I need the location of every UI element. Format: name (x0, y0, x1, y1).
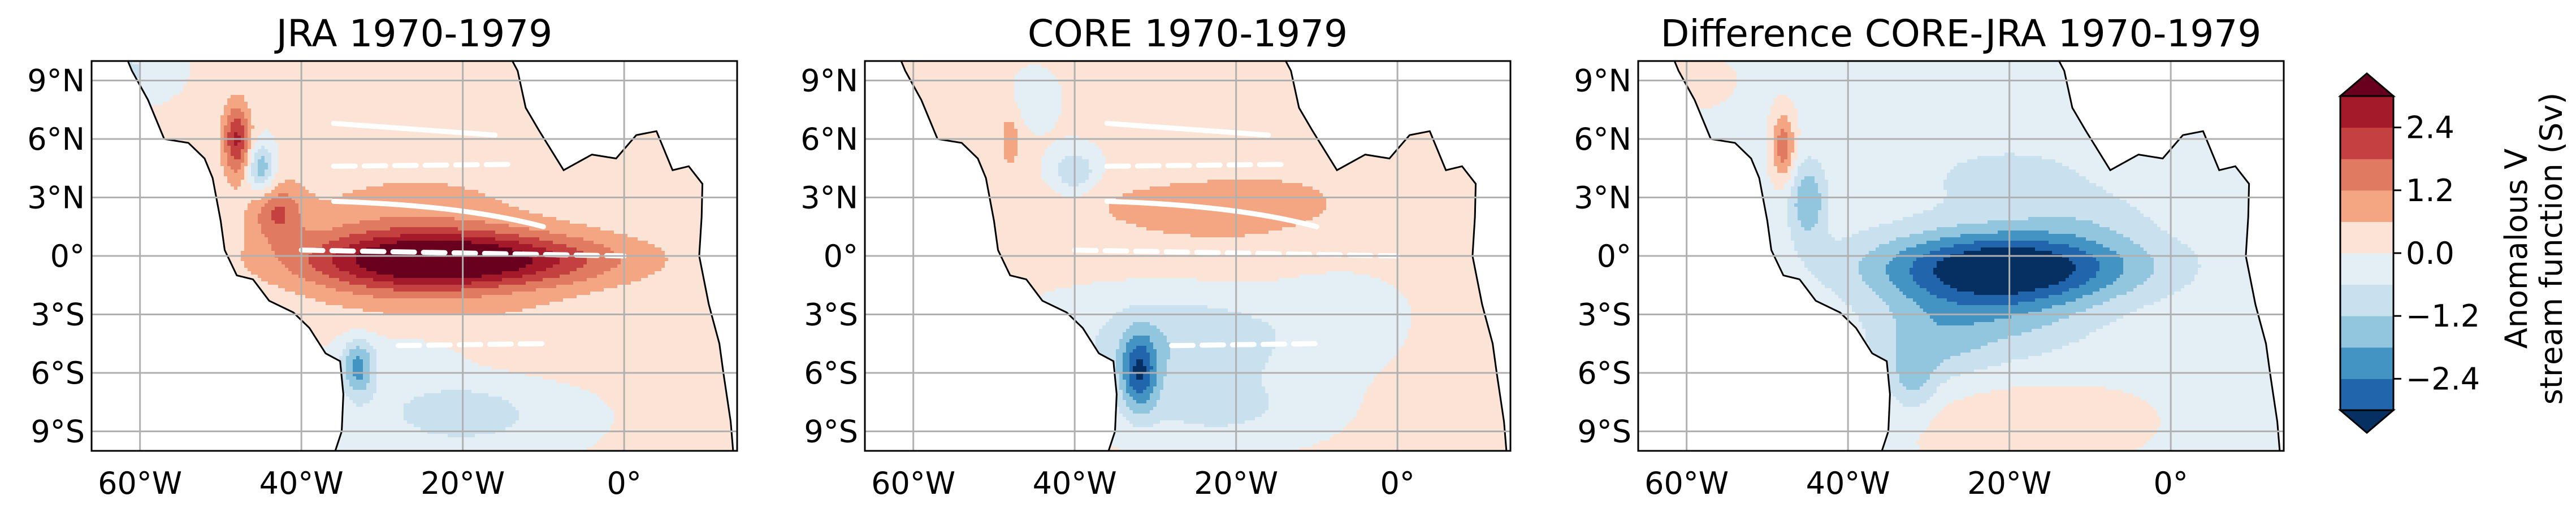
colorbar-extend-min (2337, 409, 2396, 434)
x-tick-label: 20°W (1967, 466, 2051, 501)
x-tick-label: 20°W (1194, 466, 1278, 501)
gridlines (1638, 61, 2284, 451)
x-tick-label: 60°W (98, 466, 182, 501)
x-tick-label: 40°W (1033, 466, 1117, 501)
y-tick-label: 6°S (1577, 355, 1631, 391)
y-tick-label: 3°S (804, 297, 858, 333)
panel-title: CORE 1970-1979 (1028, 12, 1348, 55)
y-tick-label: 6°N (800, 121, 858, 157)
colorbar-segment (2340, 159, 2393, 191)
y-tick-label: 9°S (1577, 414, 1631, 450)
y-tick-label: 6°S (804, 355, 858, 391)
colorbar-tick-label: −2.4 (2406, 361, 2480, 397)
colorbar-segment (2340, 347, 2393, 379)
gridlines (865, 61, 1510, 451)
colorbar-segment (2340, 221, 2393, 254)
colorbar-segment (2340, 96, 2393, 128)
africa-coastline (1284, 61, 1510, 451)
x-tick-label: 40°W (259, 466, 344, 501)
colorbar-tick-label: 2.4 (2406, 110, 2454, 146)
x-tick-label: 0° (1380, 466, 1414, 501)
contour-field (92, 61, 737, 451)
colorbar-segment (2340, 127, 2393, 159)
axes-frame (864, 60, 1512, 452)
y-tick-label: 9°N (800, 63, 858, 99)
gridlines (92, 61, 737, 451)
x-tick-label: 20°W (421, 466, 505, 501)
y-tick-label: 9°S (31, 414, 85, 450)
colorbar-extend-max (2337, 72, 2396, 97)
panel-title: Difference CORE-JRA 1970-1979 (1661, 12, 2262, 55)
colorbar: −2.4 −1.2 0.0 1.2 2.4 Anomalous Vstream funct… (2337, 72, 2569, 434)
panel-2: CORE 1970-1979 60°W 40°W 20°W 0° 9°N 6°N 3°N 0° 3… (800, 12, 1512, 501)
panel-3: Difference CORE-JRA 1970-1979 60°W 40°W 20°… (1574, 12, 2285, 501)
colorbar-segment (2340, 284, 2393, 316)
y-tick-label: 9°N (27, 63, 85, 99)
colorbar-tick-label: 0.0 (2406, 236, 2454, 271)
colorbar-tick-label: 1.2 (2406, 173, 2454, 208)
y-tick-label: 9°S (804, 414, 858, 450)
africa-coastline (2058, 61, 2284, 451)
colorbar-tick-label: −1.2 (2406, 298, 2480, 334)
colorbar-segment (2340, 379, 2393, 411)
colorbar-segment (2340, 316, 2393, 348)
x-tick-label: 0° (2153, 466, 2188, 501)
x-tick-label: 0° (607, 466, 641, 501)
colorbar-segment (2340, 190, 2393, 222)
y-tick-label: 3°N (1574, 180, 1631, 216)
y-tick-label: 3°N (800, 180, 858, 216)
africa-coastline (511, 61, 737, 451)
axes-frame (1637, 60, 2285, 452)
y-tick-label: 0° (50, 238, 85, 274)
y-tick-label: 9°N (1574, 63, 1631, 99)
colorbar-segment (2340, 253, 2393, 285)
colorbar-label: Anomalous Vstream function (Sv) (2499, 93, 2569, 405)
y-tick-label: 6°N (27, 121, 85, 157)
y-tick-label: 0° (824, 238, 858, 274)
y-tick-label: 0° (1597, 238, 1631, 274)
y-tick-label: 3°S (1577, 297, 1631, 333)
y-tick-label: 3°S (31, 297, 85, 333)
axes-frame (90, 60, 738, 452)
x-tick-label: 60°W (871, 466, 955, 501)
y-tick-label: 6°N (1574, 121, 1631, 157)
y-tick-label: 3°N (27, 180, 85, 216)
y-tick-label: 6°S (31, 355, 85, 391)
x-tick-label: 40°W (1806, 466, 1890, 501)
contour-field (865, 61, 1510, 451)
x-tick-label: 60°W (1644, 466, 1729, 501)
contour-field (1638, 61, 2284, 451)
panel-title: JRA 1970-1979 (274, 12, 553, 55)
panel-1: JRA 1970-1979 60°W 40°W 20°W 0° 9°N 6°N 3°N 0° 3°… (27, 12, 738, 501)
